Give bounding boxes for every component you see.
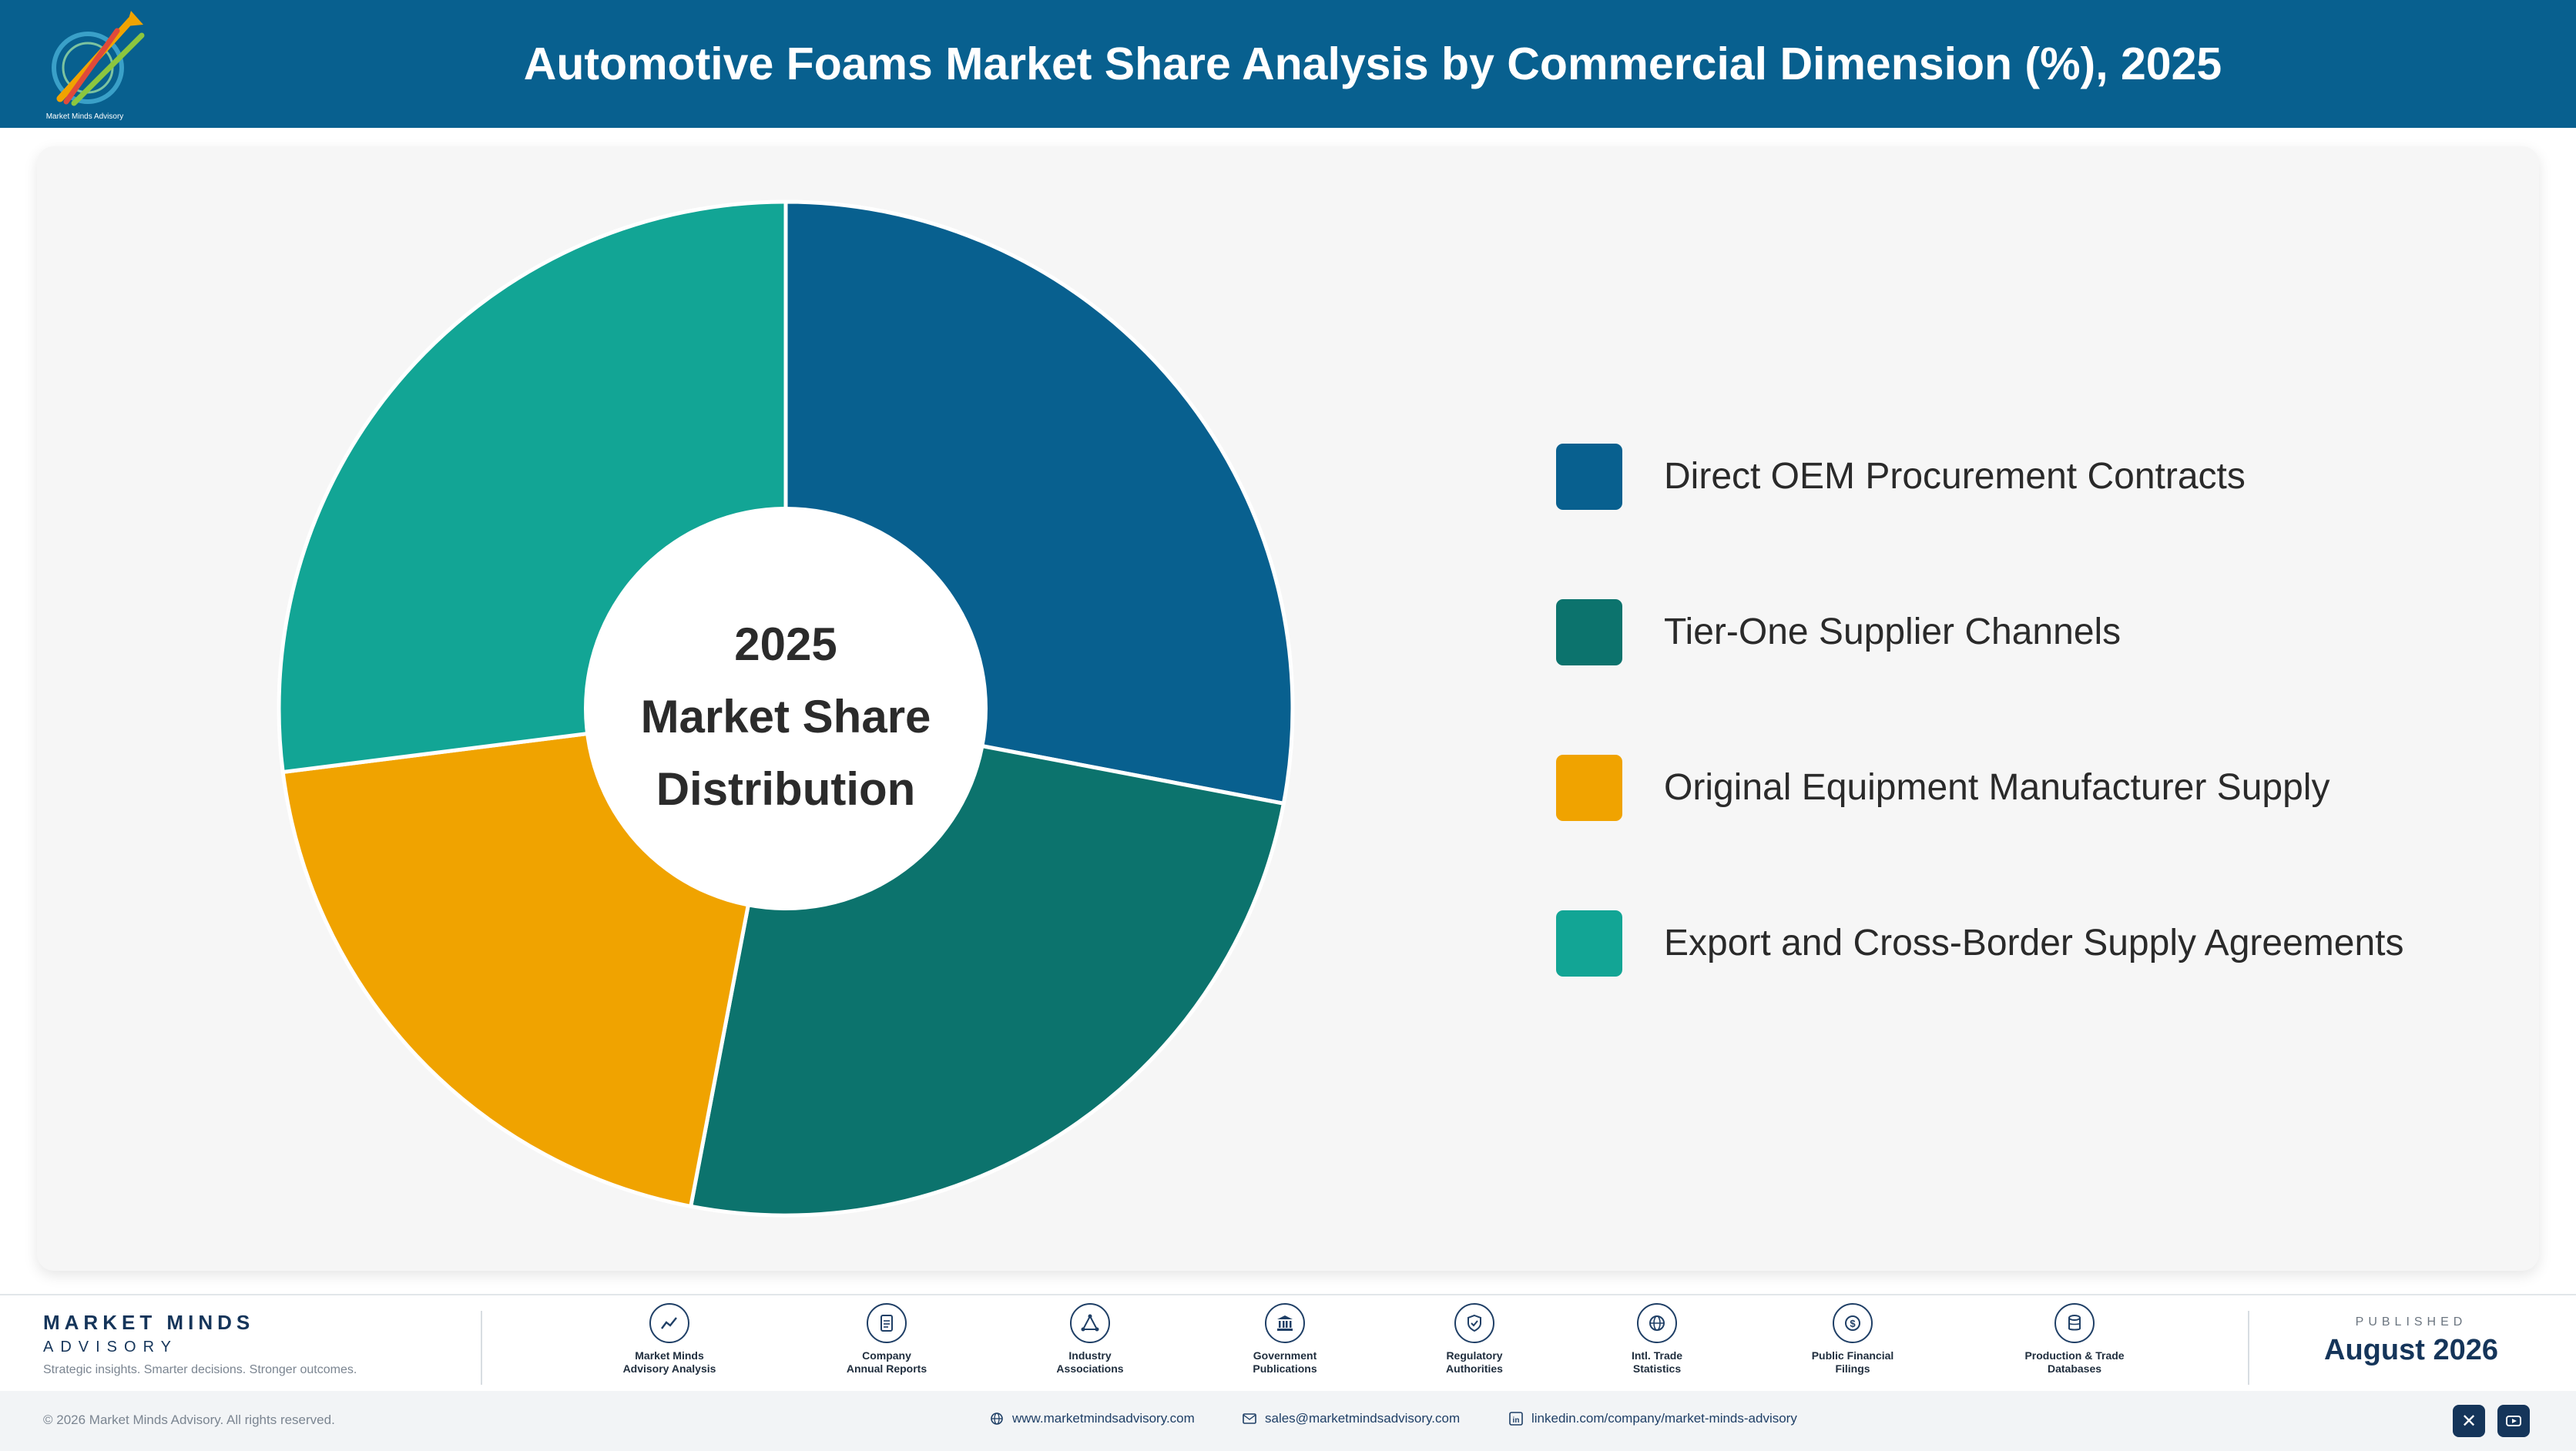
- source-public-financial-filings[interactable]: $ Public Financial Filings: [1776, 1303, 1930, 1376]
- website-text: www.marketmindsadvisory.com: [1012, 1411, 1195, 1426]
- source-label: Government Publications: [1253, 1349, 1317, 1375]
- source-company-annual-reports[interactable]: Company Annual Reports: [810, 1303, 964, 1376]
- footer-brand-sub: ADVISORY: [43, 1339, 178, 1355]
- legend-label: Tier-One Supplier Channels: [1664, 612, 2122, 652]
- source-label: Regulatory Authorities: [1446, 1349, 1503, 1375]
- svg-text:in: in: [1513, 1416, 1520, 1425]
- source-industry-associations[interactable]: Industry Associations: [1013, 1303, 1167, 1376]
- x-social-icon[interactable]: ✕: [2453, 1405, 2485, 1437]
- website-link[interactable]: www.marketmindsadvisory.com: [989, 1411, 1195, 1426]
- trend-chart-icon: [649, 1303, 689, 1343]
- network-icon: [1070, 1303, 1110, 1343]
- legend-label: Direct OEM Procurement Contracts: [1664, 456, 2246, 497]
- svg-text:$: $: [1850, 1318, 1856, 1329]
- email-text: sales@marketmindsadvisory.com: [1265, 1411, 1461, 1426]
- center-line-2: Distribution: [656, 763, 916, 815]
- source-intl-trade-statistics[interactable]: Intl. Trade Statistics: [1580, 1303, 1734, 1376]
- source-label: Production & Trade Databases: [2024, 1349, 2125, 1375]
- source-government-publications[interactable]: Government Publications: [1208, 1303, 1362, 1376]
- donut-center-label: 2025 Market Share Distribution: [616, 608, 955, 826]
- footer-divider: [481, 1311, 482, 1385]
- donut-hole: [584, 507, 988, 910]
- footer-brand-name: MARKET MINDS: [43, 1311, 255, 1334]
- mail-icon: [1243, 1413, 1256, 1424]
- copyright-text: © 2026 Market Minds Advisory. All rights…: [43, 1412, 335, 1427]
- published-label: PUBLISHED: [2355, 1315, 2467, 1329]
- source-label: Intl. Trade Statistics: [1631, 1349, 1683, 1375]
- source-production-trade-databases[interactable]: Production & Trade Databases: [1997, 1303, 2152, 1376]
- footer-bottom-bar: © 2026 Market Minds Advisory. All rights…: [0, 1391, 2576, 1451]
- source-label: Company Annual Reports: [846, 1349, 927, 1375]
- page-header: Market Minds Advisory Automotive Foams M…: [0, 0, 2576, 128]
- source-market-minds-analysis[interactable]: Market Minds Advisory Analysis: [592, 1303, 746, 1376]
- logo-caption: Market Minds Advisory: [46, 112, 124, 121]
- legend-swatch: [1556, 599, 1622, 665]
- source-label: Industry Associations: [1056, 1349, 1124, 1375]
- government-building-icon: [1265, 1303, 1305, 1343]
- database-icon: [2054, 1303, 2095, 1343]
- legend-swatch: [1556, 755, 1622, 821]
- source-regulatory-authorities[interactable]: Regulatory Authorities: [1397, 1303, 1551, 1376]
- center-line-1: Market Share: [640, 691, 931, 742]
- dollar-coin-icon: $: [1833, 1303, 1873, 1343]
- linkedin-link[interactable]: in linkedin.com/company/market-minds-adv…: [1508, 1411, 1797, 1426]
- footer-divider: [2248, 1311, 2249, 1385]
- source-label: Public Financial Filings: [1811, 1349, 1894, 1375]
- legend-label: Original Equipment Manufacturer Supply: [1664, 767, 2330, 808]
- legend-swatch: [1556, 444, 1622, 510]
- center-year: 2025: [734, 618, 837, 670]
- source-label: Market Minds Advisory Analysis: [622, 1349, 716, 1375]
- page-title: Automotive Foams Market Share Analysis b…: [523, 39, 2222, 89]
- legend-swatch: [1556, 910, 1622, 977]
- globe-icon: [991, 1412, 1003, 1425]
- company-logo: Market Minds Advisory: [46, 11, 145, 121]
- legend-label: Export and Cross-Border Supply Agreement…: [1664, 923, 2404, 963]
- document-icon: [867, 1303, 907, 1343]
- youtube-icon[interactable]: [2497, 1405, 2530, 1437]
- published-date: August 2026: [2324, 1334, 2498, 1366]
- shield-check-icon: [1454, 1303, 1494, 1343]
- linkedin-text: linkedin.com/company/market-minds-adviso…: [1531, 1411, 1797, 1426]
- email-link[interactable]: sales@marketmindsadvisory.com: [1242, 1411, 1460, 1426]
- donut-chart: [279, 202, 1293, 1215]
- linkedin-icon: in: [1509, 1412, 1523, 1426]
- footer-brand-tagline: Strategic insights. Smarter decisions. S…: [43, 1363, 357, 1376]
- page-footer: MARKET MINDS ADVISORY Strategic insights…: [0, 1294, 2576, 1451]
- globe-icon: [1637, 1303, 1677, 1343]
